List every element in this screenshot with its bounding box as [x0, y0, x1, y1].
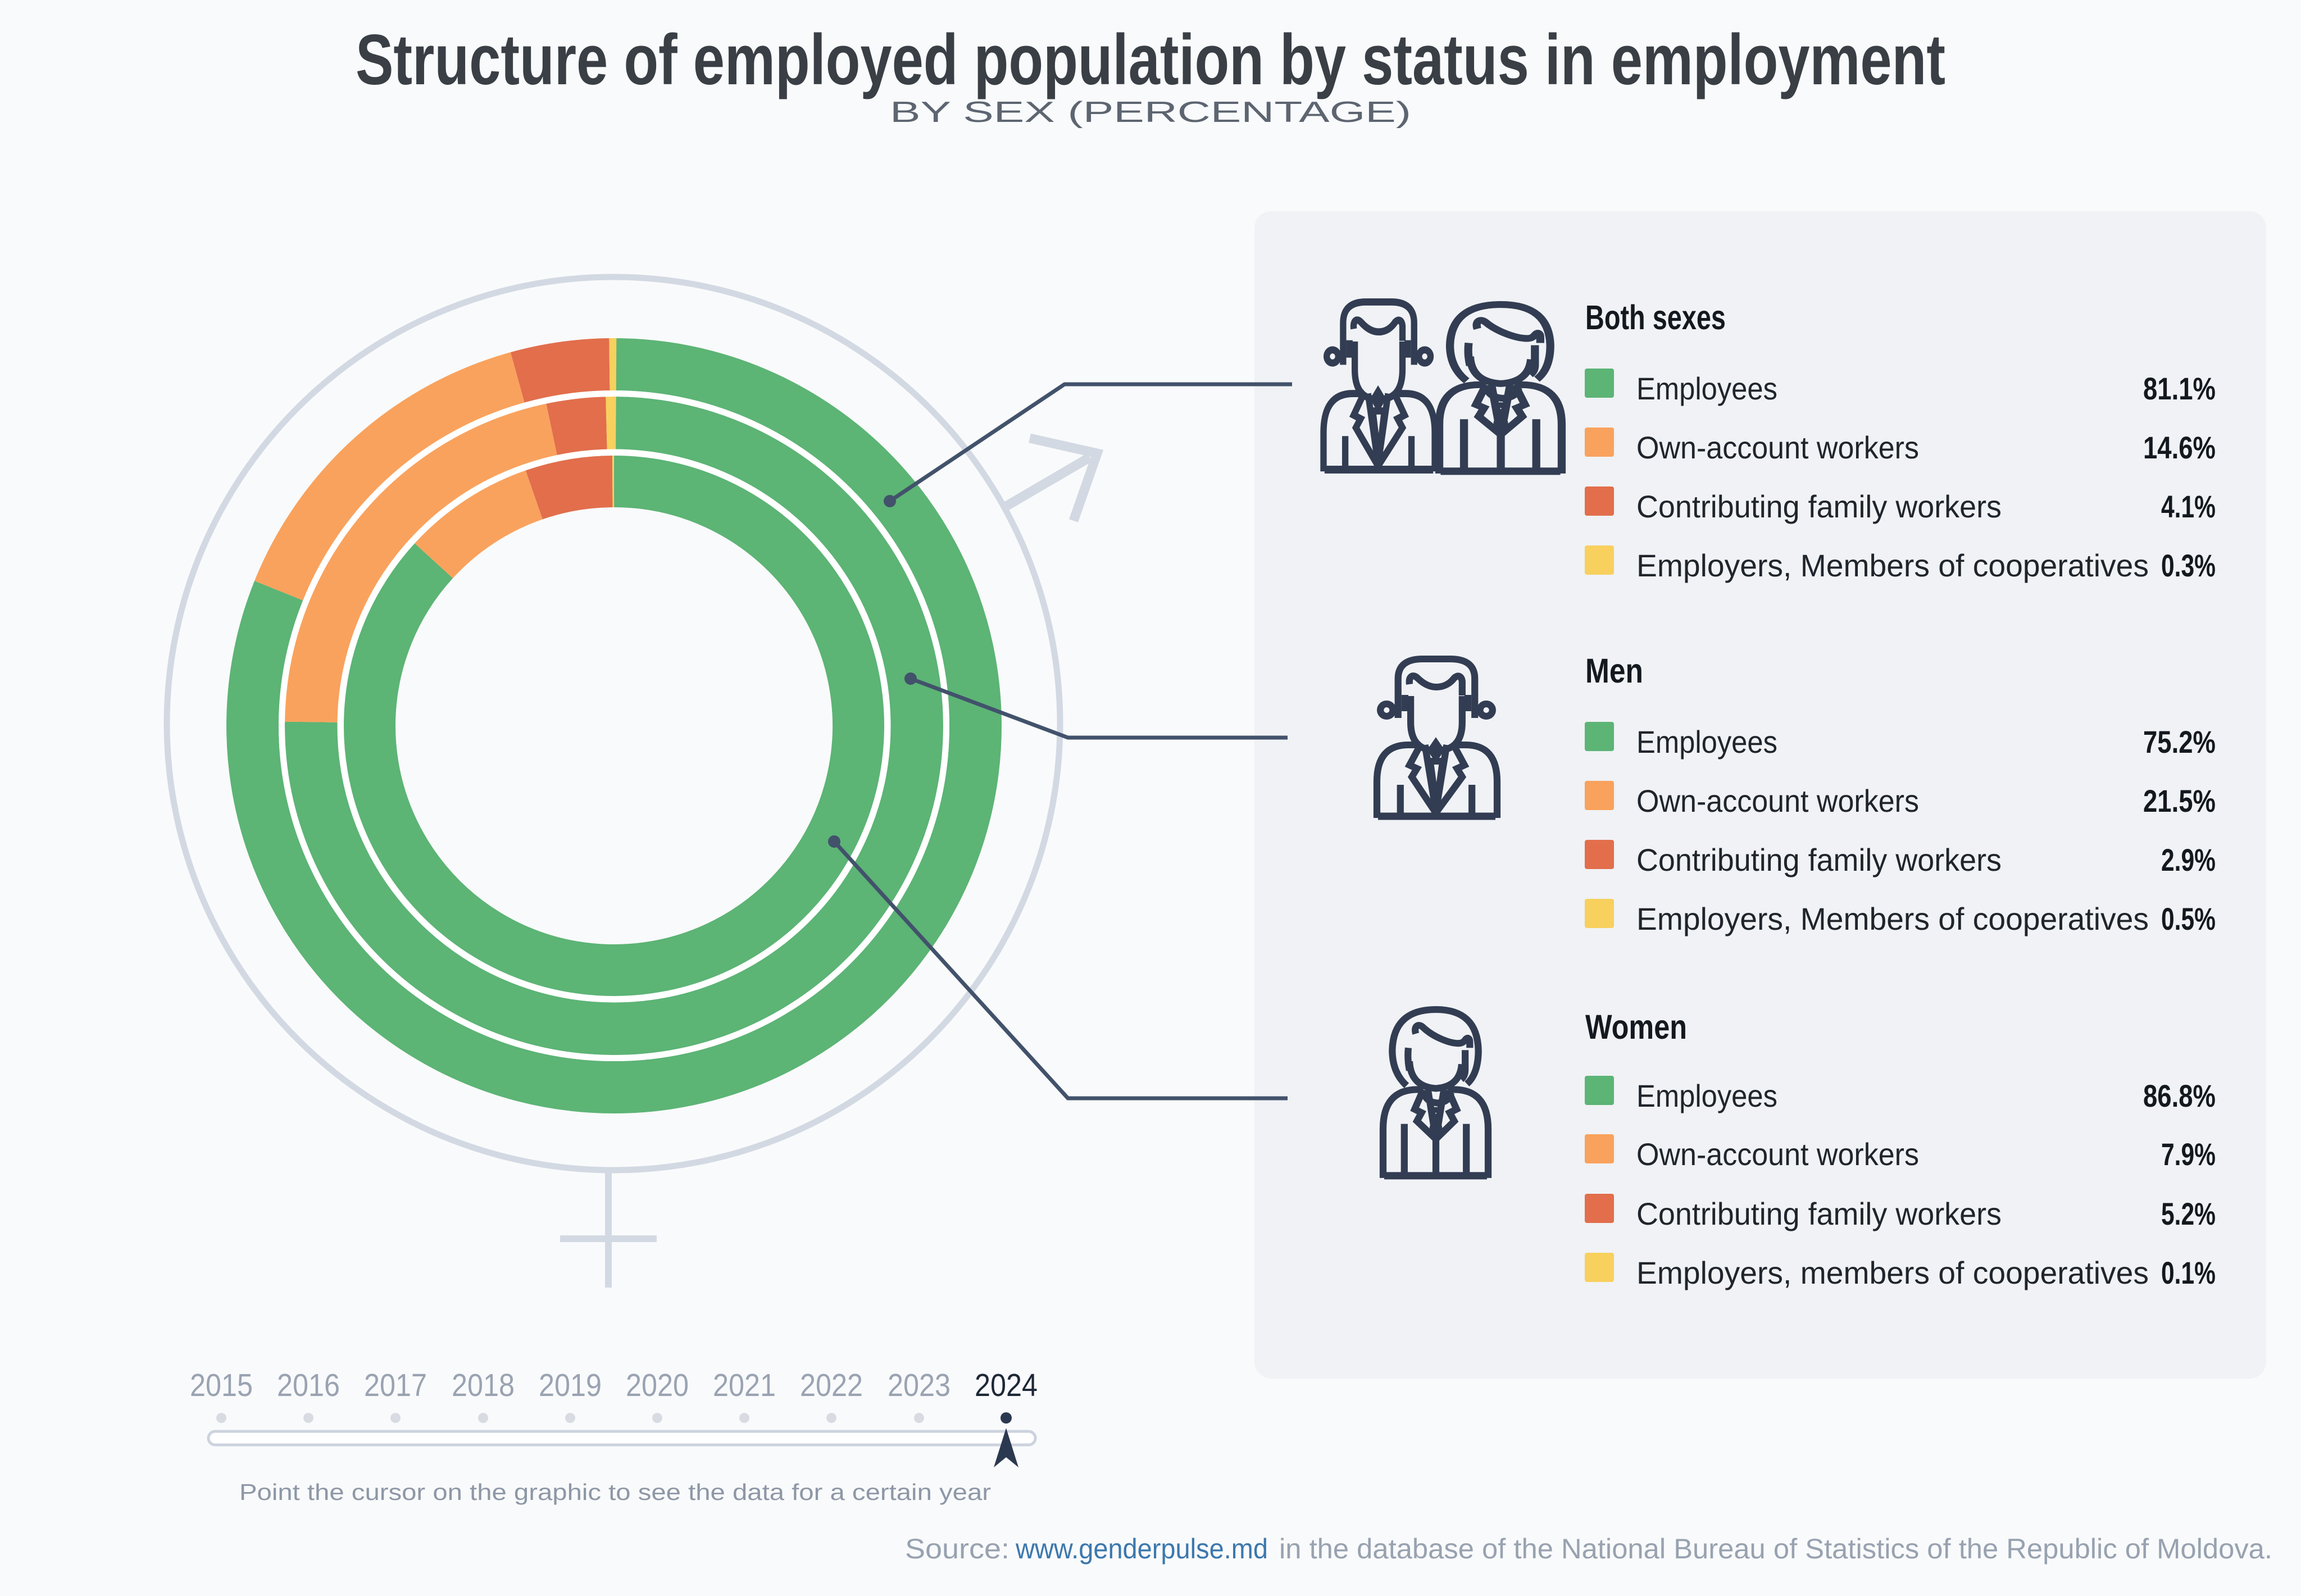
svg-text:Own-account workers: Own-account workers [1636, 783, 1919, 819]
svg-text:Employers, Members of cooperat: Employers, Members of cooperatives [1636, 901, 2149, 936]
svg-text:2024: 2024 [975, 1367, 1038, 1403]
svg-text:Contributing family workers: Contributing family workers [1636, 1196, 2002, 1231]
svg-text:2020: 2020 [626, 1367, 689, 1403]
svg-text:www.genderpulse.md: www.genderpulse.md [1015, 1533, 1268, 1565]
svg-text:BY SEX (PERCENTAGE): BY SEX (PERCENTAGE) [890, 96, 1411, 129]
svg-text:2021: 2021 [713, 1367, 776, 1403]
svg-text:Women: Women [1585, 1008, 1687, 1046]
svg-text:Own-account workers: Own-account workers [1636, 1136, 1919, 1172]
svg-text:Employers, members of cooperat: Employers, members of cooperatives [1636, 1255, 2149, 1290]
svg-text:4.1%: 4.1% [2161, 489, 2216, 524]
svg-text:14.6%: 14.6% [2143, 430, 2216, 465]
svg-text:Employers, Members of cooperat: Employers, Members of cooperatives [1636, 548, 2149, 583]
svg-text:75.2%: 75.2% [2143, 724, 2216, 760]
svg-text:86.8%: 86.8% [2143, 1078, 2216, 1113]
svg-text:0.1%: 0.1% [2161, 1255, 2216, 1290]
svg-text:Contributing family workers: Contributing family workers [1636, 842, 2002, 877]
svg-text:2015: 2015 [190, 1367, 253, 1403]
svg-text:in the database of the Nationa: in the database of the National Bureau o… [1279, 1533, 2272, 1565]
svg-text:81.1%: 81.1% [2143, 371, 2216, 406]
svg-text:2.9%: 2.9% [2161, 842, 2216, 877]
svg-text:Structure of employed populati: Structure of employed population by stat… [356, 20, 1945, 99]
svg-text:2016: 2016 [277, 1367, 340, 1403]
svg-text:21.5%: 21.5% [2143, 783, 2216, 819]
svg-text:Employees: Employees [1636, 1078, 1777, 1113]
svg-text:Contributing family workers: Contributing family workers [1636, 489, 2002, 524]
svg-text:2019: 2019 [539, 1367, 602, 1403]
svg-text:Employees: Employees [1636, 724, 1777, 760]
svg-text:2023: 2023 [888, 1367, 951, 1403]
svg-text:2017: 2017 [364, 1367, 427, 1403]
svg-text:Own-account workers: Own-account workers [1636, 430, 1919, 465]
svg-text:Men: Men [1585, 652, 1643, 690]
svg-text:Both sexes: Both sexes [1585, 298, 1726, 337]
svg-text:2022: 2022 [800, 1367, 863, 1403]
svg-text:Source:: Source: [905, 1533, 1009, 1565]
svg-text:5.2%: 5.2% [2161, 1196, 2216, 1231]
svg-text:0.5%: 0.5% [2161, 901, 2216, 936]
svg-text:0.3%: 0.3% [2161, 548, 2216, 583]
svg-text:Point the cursor on the graphi: Point the cursor on the graphic to see t… [239, 1479, 991, 1505]
svg-text:7.9%: 7.9% [2161, 1136, 2216, 1172]
svg-text:Employees: Employees [1636, 371, 1777, 406]
svg-text:2018: 2018 [452, 1367, 515, 1403]
